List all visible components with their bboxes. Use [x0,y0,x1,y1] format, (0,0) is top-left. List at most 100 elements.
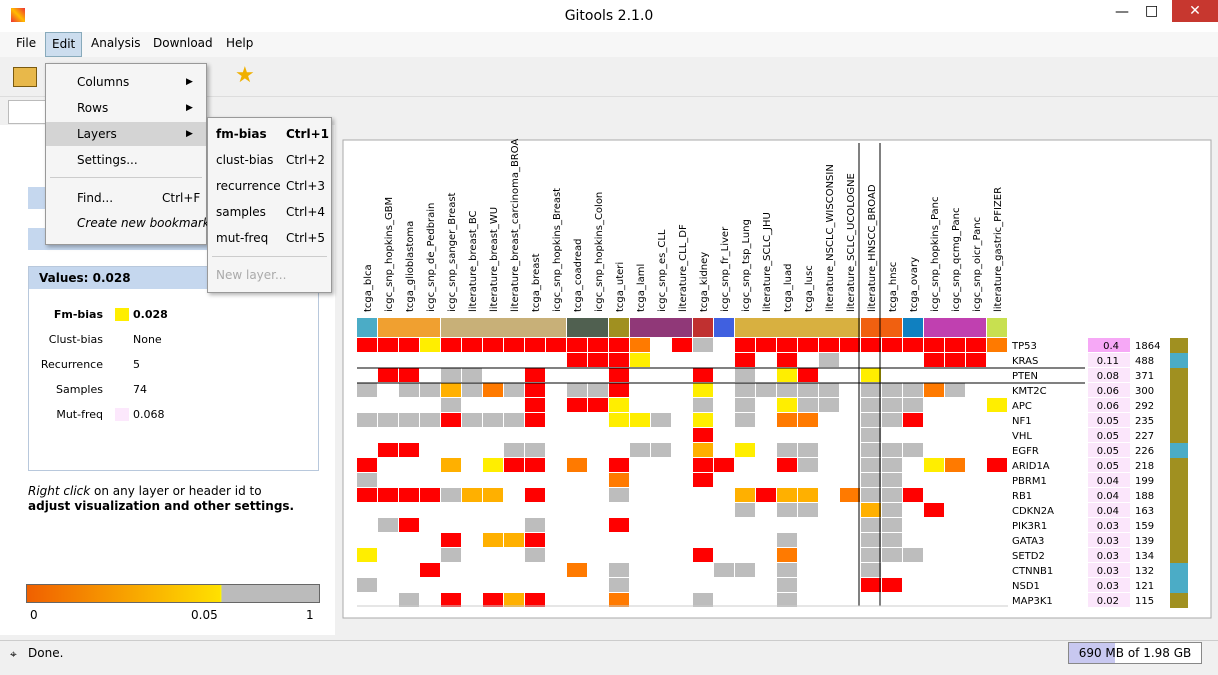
menu-item[interactable]: Layers ▶ [46,122,206,146]
column-label: tcga_coadread [573,238,584,312]
heatmap-cell [378,338,398,352]
heatmap-cell [777,533,797,547]
status-bar: ⌖ Done. 690 MB of 1.98 GB [0,640,1218,675]
heatmap-cell [693,413,713,427]
column-label: icgc_snp_tsp_Lung [741,219,752,312]
row-value: 0.08 [1097,371,1119,382]
heatmap-cell [819,338,839,352]
shortcut: Ctrl+4 [286,205,326,219]
heatmap-cell [693,368,713,382]
heatmap-cell [756,383,776,397]
heatmap-cell [924,338,944,352]
row-group [1170,428,1188,443]
heatmap-cell [924,383,944,397]
heatmap-cell [609,383,629,397]
open-icon[interactable] [13,67,37,87]
heatmap-cell [693,443,713,457]
heatmap-cell [924,353,944,367]
menu-item[interactable]: Columns ▶ [46,70,206,94]
menu-item[interactable]: clust-bias Ctrl+2 [208,148,331,172]
column-label: tcga_hnsc [888,262,899,312]
row-group [1170,338,1188,353]
menu-item[interactable]: Analysis [91,36,141,50]
detail-value: 5 [133,358,140,371]
heatmap-cell [945,458,965,472]
menu-item[interactable]: Find... Ctrl+F [46,186,206,210]
column-label: tcga_luad [783,264,794,313]
heatmap-cell [798,413,818,427]
menu-item[interactable]: File [16,36,37,50]
heatmap-cell [357,413,377,427]
bookmark-icon[interactable]: ★ [235,63,255,88]
maximize[interactable]: □ [1145,3,1159,19]
heatmap-cell [945,353,965,367]
heatmap-cell [903,338,923,352]
row-group [1170,518,1188,533]
heatmap-cell [693,428,713,442]
heatmap-cell [903,383,923,397]
value-cell [1088,428,1130,442]
heatmap-cell [525,593,545,607]
menu-item[interactable]: fm-bias Ctrl+1 [208,122,331,146]
menu-item[interactable]: recurrence Ctrl+3 [208,174,331,198]
heatmap-cell [861,383,881,397]
heatmap-cell [924,458,944,472]
row-value: 0.05 [1097,431,1119,442]
column-group [630,318,692,337]
heatmap-cell [756,338,776,352]
row-count: 488 [1135,356,1154,367]
heatmap-cell [882,473,902,487]
layers-menu: fm-bias Ctrl+1 clust-bias Ctrl+2 recurrence C… [207,117,332,293]
heatmap-cell [525,488,545,502]
menu-item[interactable]: mut-freq Ctrl+5 [208,226,331,250]
row-count: 218 [1135,461,1154,472]
heatmap-cell [882,533,902,547]
heatmap-cell [525,413,545,427]
heatmap-cell [945,338,965,352]
menu-item[interactable]: Rows ▶ [46,96,206,120]
heatmap-cell [525,533,545,547]
heatmap-cell [903,443,923,457]
heatmap-cell [882,338,902,352]
heatmap-cell [609,458,629,472]
heatmap-cell [504,593,524,607]
heatmap-cell [693,383,713,397]
menu-item[interactable]: Edit [45,32,83,57]
heatmap-cell [357,458,377,472]
column-group [924,318,986,337]
row-label: GATA3 [1012,536,1044,547]
heatmap-cell [525,548,545,562]
heatmap-cell [861,548,881,562]
heatmap-cell [609,413,629,427]
status-text: Done. [28,646,64,660]
heatmap-cell [798,383,818,397]
column-label: tcga_laml [636,264,647,312]
heatmap-cell [441,458,461,472]
row-count: 188 [1135,491,1154,502]
column-label: icgc_snp_qcmg_Panc [951,208,962,313]
row-count: 115 [1135,596,1154,607]
heatmap-cell [357,338,377,352]
value-cell [1088,503,1130,517]
heatmap-cell [504,413,524,427]
heatmap-cell [609,518,629,532]
row-count: 235 [1135,416,1154,427]
column-label: icgc_snp_de_Pedbrain [426,203,437,312]
menu-item[interactable]: Create new bookmark [46,211,210,235]
menu-item[interactable]: Download [153,36,213,50]
menu-item[interactable]: Help [226,36,254,50]
column-label: icgc_snp_hopkins_Breast [552,188,563,312]
minimize[interactable]: — [1115,4,1129,20]
close[interactable]: ✕ [1172,0,1218,22]
column-label: tcga_glioblastoma [405,221,416,312]
menu-item[interactable]: Settings... [46,148,206,172]
value-cell [1088,338,1130,352]
menu-item[interactable]: samples Ctrl+4 [208,200,331,224]
heatmap-cell [609,353,629,367]
column-label: tcga_uteri [615,262,626,312]
column-label: literature_NSCLC_WISCONSIN [825,164,836,312]
value-cell [1088,383,1130,397]
heatmap-cell [714,458,734,472]
heatmap-cell [798,488,818,502]
column-label: tcga_ovary [909,257,920,312]
